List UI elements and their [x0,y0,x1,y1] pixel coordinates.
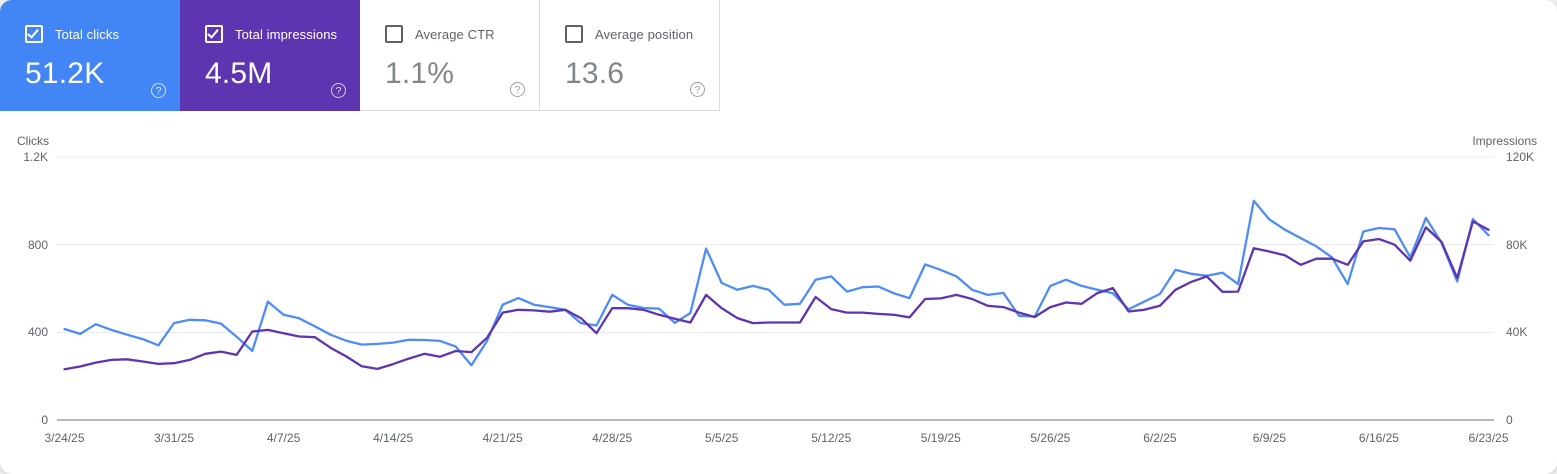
x-axis-tick-label: 4/7/25 [266,431,301,445]
average-ctr-checkbox[interactable] [385,25,403,43]
left-axis-tick-label: 800 [27,237,48,252]
total-impressions-checkbox[interactable] [205,25,223,43]
right-axis-title: Impressions [1472,134,1537,148]
x-axis-tick-label: 4/28/25 [592,431,633,445]
right-axis-tick-label: 0 [1506,413,1513,427]
average-ctr-value: 1.1% [385,57,455,90]
left-axis-tick-label: 1.2K [23,150,48,164]
x-axis-tick-label: 6/23/25 [1468,431,1509,445]
help-icon[interactable]: ? [331,83,346,98]
x-axis-tick-label: 3/31/25 [154,431,195,445]
x-axis-tick-label: 5/26/25 [1030,431,1071,445]
right-axis-tick-label: 120K [1506,150,1535,164]
x-axis-tick-label: 3/24/25 [44,431,85,445]
x-axis-tick-label: 6/16/25 [1358,431,1399,445]
x-axis-tick-label: 5/12/25 [811,431,852,445]
card-average-position[interactable]: Average position 13.6 ? [540,0,720,111]
help-icon[interactable]: ? [151,83,166,98]
right-axis-tick-label: 80K [1506,237,1528,252]
total-impressions-value: 4.5M [205,57,273,90]
average-position-label: Average position [595,26,694,42]
total-impressions-line [63,220,1490,371]
left-axis-tick-label: 0 [41,413,48,427]
average-position-value: 13.6 [565,57,625,90]
help-icon[interactable]: ? [510,82,525,97]
average-position-checkbox[interactable] [565,25,583,43]
x-axis-tick-label: 4/14/25 [373,431,414,445]
help-icon[interactable]: ? [690,82,705,97]
right-axis-tick-label: 40K [1506,325,1528,340]
x-axis-tick-label: 6/2/25 [1143,431,1177,445]
x-axis-tick-label: 5/5/25 [705,431,739,445]
card-total-impressions[interactable]: Total impressions 4.5M ? [180,0,360,111]
total-clicks-line [63,199,1490,367]
left-axis-title: Clicks [17,134,49,148]
total-clicks-checkbox[interactable] [25,25,43,43]
left-axis-tick-label: 400 [27,325,48,340]
card-total-clicks[interactable]: Total clicks 51.2K ? [0,0,180,111]
x-axis-tick-label: 5/19/25 [920,431,961,445]
x-axis-tick-label: 6/9/25 [1252,431,1287,445]
card-average-ctr[interactable]: Average CTR 1.1% ? [360,0,540,111]
metric-cards: Total clicks 51.2K ? Total impressions 4… [0,0,720,111]
total-clicks-value: 51.2K [25,57,105,90]
total-impressions-label: Total impressions [235,26,338,42]
average-ctr-label: Average CTR [415,26,495,42]
total-clicks-label: Total clicks [55,26,120,42]
x-axis-tick-label: 4/21/25 [482,431,523,445]
